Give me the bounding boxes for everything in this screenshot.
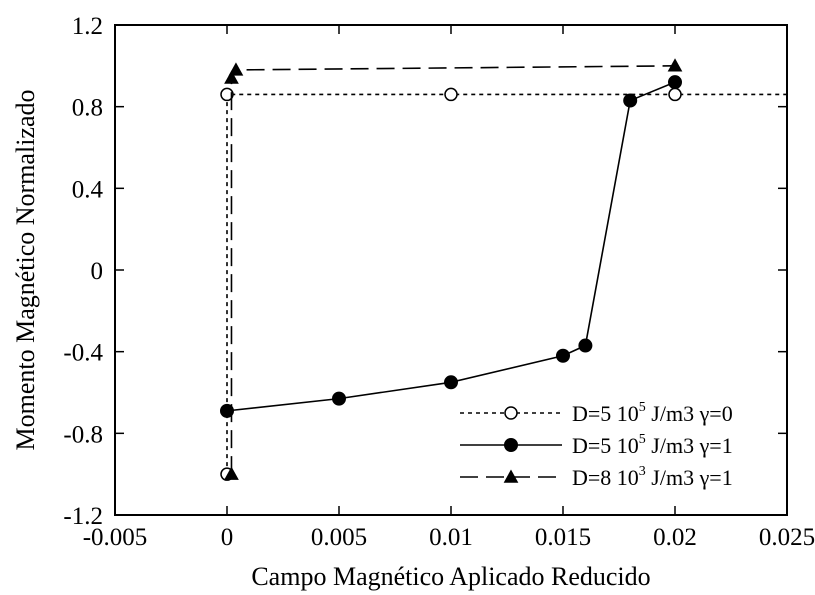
data-point — [556, 348, 570, 363]
x-axis-title: Campo Magnético Aplicado Reducido — [251, 562, 650, 591]
series-2 — [220, 75, 682, 418]
series-layer — [220, 58, 787, 481]
data-point — [224, 70, 239, 84]
y-tick-label: -1.2 — [63, 503, 103, 530]
legend-marker — [504, 406, 518, 420]
data-point — [578, 338, 593, 353]
y-tick-label: -0.4 — [63, 340, 103, 367]
data-point — [444, 87, 458, 102]
legend-label: D=5 105 J/m3 γ=1 — [572, 432, 733, 458]
legend-label: D=8 103 J/m3 γ=1 — [572, 464, 733, 490]
y-tick-label: 0.8 — [72, 95, 103, 122]
legend-marker — [503, 469, 519, 483]
x-tick-label: 0.025 — [759, 524, 815, 551]
data-point — [668, 75, 682, 90]
y-tick-label: 0 — [91, 258, 104, 285]
y-tick-label: 0.4 — [72, 176, 104, 203]
series-3 — [224, 58, 683, 480]
legend: D=5 105 J/m3 γ=0 D=5 105 J/m3 γ=1 D=8 103 … — [460, 400, 733, 490]
data-point — [667, 58, 683, 72]
data-point — [332, 391, 346, 406]
x-tick-label: 0.015 — [535, 524, 591, 551]
legend-marker — [504, 438, 518, 452]
data-point — [220, 87, 234, 102]
series-line — [226, 81, 676, 412]
x-tick-label: 0.02 — [653, 524, 697, 551]
data-point — [623, 93, 638, 108]
ticks: -0.005 0 0.005 0.01 0.015 0.02 0.025 -1.2 -0.8 -0… — [63, 13, 815, 551]
x-tick-label: -0.005 — [83, 524, 148, 551]
y-axis-title: Momento Magnético Normalizado — [11, 89, 40, 450]
x-tick-label: 0.01 — [429, 524, 473, 551]
y-tick-label: -0.8 — [63, 421, 103, 448]
x-tick-label: 0.005 — [311, 524, 367, 551]
data-point — [444, 375, 458, 390]
data-point — [668, 87, 682, 102]
data-point — [228, 62, 244, 76]
data-point — [220, 403, 234, 418]
data-point — [224, 466, 239, 480]
x-tick-label: 0 — [221, 524, 234, 551]
legend-label: D=5 105 J/m3 γ=0 — [572, 400, 733, 426]
y-tick-label: 1.2 — [72, 13, 103, 40]
